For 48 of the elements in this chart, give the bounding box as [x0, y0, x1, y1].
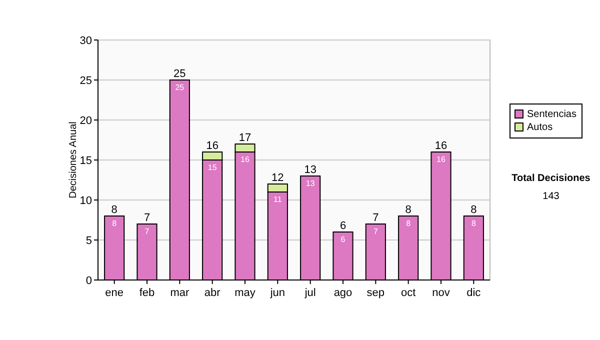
- x-tick-label: mar: [170, 287, 190, 299]
- data-label: 11: [274, 195, 282, 204]
- x-tick-label: may: [234, 287, 256, 299]
- data-label: 6: [340, 235, 346, 244]
- x-tick-label: ene: [105, 287, 124, 299]
- total-label: 16: [206, 140, 218, 152]
- text: Total Decisiones: [512, 173, 591, 184]
- y-tick-label: 20: [80, 114, 92, 127]
- total-label: 17: [238, 132, 252, 144]
- y-tick-label: 15: [80, 154, 92, 167]
- data-label: 8: [406, 219, 412, 228]
- x-tick-label: jul: [304, 287, 316, 299]
- legend-label: Autos: [527, 122, 553, 133]
- total-label: 13: [304, 164, 316, 176]
- y-tick-label: 10: [80, 194, 92, 207]
- data-label: 15: [208, 163, 218, 172]
- total-label: 8: [405, 204, 412, 216]
- x-tick-label: jun: [269, 287, 286, 299]
- y-tick-label: 0: [86, 274, 92, 287]
- legend-label: Sentencias: [527, 109, 576, 120]
- total-label: 8: [470, 204, 477, 216]
- x-tick-label: nov: [432, 287, 450, 299]
- x-tick-label: ago: [334, 287, 352, 299]
- y-axis-title: Decisiones Anual: [68, 122, 79, 198]
- total-label: 6: [340, 220, 346, 232]
- total-label: 7: [372, 212, 379, 224]
- total-label: 8: [111, 204, 118, 216]
- data-label: 25: [175, 83, 185, 92]
- y-tick-label: 5: [86, 234, 92, 247]
- x-tick-label: abr: [204, 287, 221, 299]
- total-label: 12: [272, 172, 284, 184]
- data-label: 16: [436, 155, 446, 164]
- y-tick-label: 30: [80, 34, 92, 47]
- data-label: 16: [240, 155, 250, 164]
- x-tick-label: oct: [400, 287, 416, 299]
- data-label: 7: [144, 227, 150, 236]
- x-tick-label: dic: [466, 287, 482, 299]
- total-label: 7: [144, 212, 150, 224]
- y-tick-label: 25: [80, 74, 92, 87]
- total-label: 16: [434, 140, 448, 152]
- data-label: 7: [373, 227, 378, 236]
- total-label: 25: [174, 68, 186, 80]
- data-label: 8: [112, 219, 118, 228]
- x-tick-label: sep: [366, 287, 385, 299]
- x-tick-label: feb: [139, 287, 155, 299]
- data-label: 8: [471, 219, 476, 228]
- data-label: 13: [306, 179, 316, 188]
- text: 143: [542, 191, 560, 202]
